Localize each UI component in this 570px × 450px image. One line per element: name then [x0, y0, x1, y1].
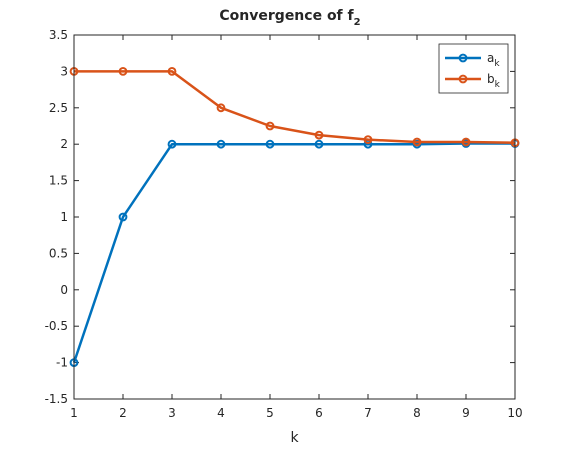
y-tick-label: 2 — [60, 137, 68, 151]
y-tick-label: -0.5 — [45, 319, 68, 333]
y-tick-label: 2.5 — [49, 101, 68, 115]
legend-label-a-main: a — [487, 51, 494, 65]
legend-item-a: ak — [445, 51, 500, 69]
data-point-a — [216, 139, 226, 149]
legend-label-a: ak — [487, 51, 500, 69]
x-tick-label: 1 — [70, 406, 78, 420]
y-tick-label: 1 — [60, 210, 68, 224]
x-tick-label: 6 — [315, 406, 323, 420]
legend-label-b-subscript: k — [495, 80, 501, 90]
legend-marker-a — [458, 53, 468, 63]
plot-box — [73, 34, 516, 400]
y-tick-label: -1.5 — [45, 392, 68, 406]
legend: ak bk — [438, 43, 509, 94]
y-tick-label: 0 — [60, 283, 68, 297]
legend-item-b: bk — [445, 72, 501, 90]
legend-label-b: bk — [487, 72, 501, 90]
data-point-a — [167, 139, 177, 149]
x-tick-label: 5 — [266, 406, 274, 420]
y-tick-label: 1.5 — [49, 174, 68, 188]
x-axis-ticks: 1 2 3 4 5 6 7 8 9 10 — [70, 35, 523, 420]
y-tick-label: -1 — [56, 356, 68, 370]
plot-area — [74, 35, 515, 399]
chart-title: Convergence of f2 — [219, 8, 360, 28]
data-point-b — [265, 121, 275, 131]
y-axis-ticks: -1.5 -1 -0.5 0 0.5 1 1.5 2 2.5 3 3.5 — [45, 28, 515, 406]
x-tick-label: 7 — [364, 406, 372, 420]
chart-title-subscript: 2 — [354, 17, 361, 28]
data-point-a — [118, 212, 128, 222]
x-tick-label: 4 — [217, 406, 225, 420]
data-point-b — [216, 103, 226, 113]
legend-marker-b — [458, 74, 468, 84]
y-tick-label: 0.5 — [49, 246, 68, 260]
chart-title-main: Convergence of f — [219, 8, 354, 24]
data-point-b — [167, 67, 177, 76]
y-tick-label: 3 — [60, 64, 68, 78]
data-point-a — [265, 139, 275, 149]
series-line-a — [72, 142, 515, 363]
legend-label-a-subscript: k — [494, 59, 500, 69]
x-tick-label: 3 — [168, 406, 176, 420]
x-tick-label: 9 — [462, 406, 470, 420]
x-tick-label: 8 — [413, 406, 421, 420]
data-point-a — [314, 139, 324, 149]
x-tick-label: 2 — [119, 406, 127, 420]
data-point-b — [363, 135, 373, 145]
x-tick-label: 10 — [507, 406, 522, 420]
data-point-b — [412, 137, 422, 147]
y-tick-label: 3.5 — [49, 28, 68, 42]
data-point-b — [118, 67, 128, 76]
series-layer — [69, 67, 520, 368]
series-line-b — [74, 70, 516, 144]
data-point-b — [461, 137, 471, 147]
legend-box — [438, 43, 509, 94]
legend-label-b-main: b — [487, 72, 495, 86]
data-point-b — [314, 130, 324, 140]
x-axis-label: k — [290, 430, 299, 446]
